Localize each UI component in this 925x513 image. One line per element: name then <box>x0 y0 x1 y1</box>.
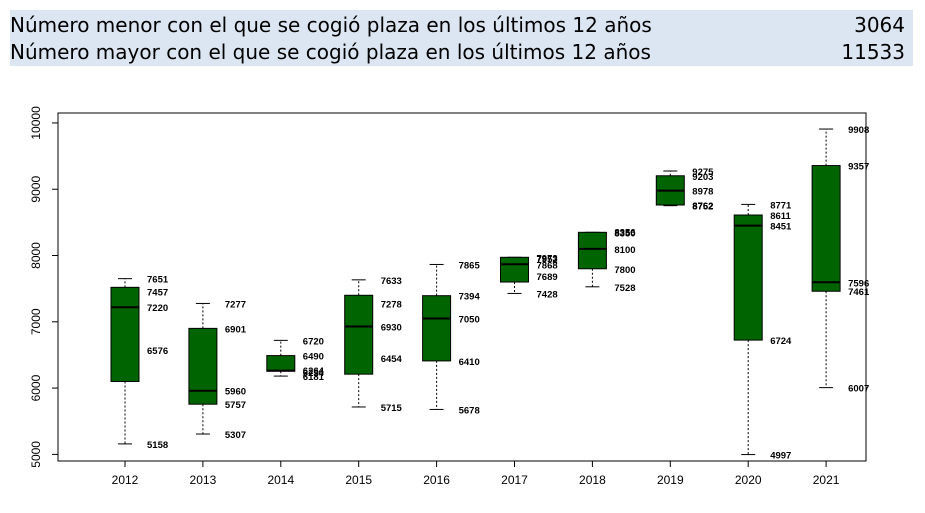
x-tick-label: 2016 <box>423 473 450 487</box>
value-label: 7973 <box>537 253 558 264</box>
value-label: 7865 <box>459 260 481 271</box>
max-value: 11533 <box>841 40 905 64</box>
value-label: 4997 <box>770 451 791 462</box>
value-label: 8752 <box>692 202 713 213</box>
x-tick-label: 2021 <box>813 473 840 487</box>
value-label: 9275 <box>692 167 714 178</box>
x-tick-label: 2019 <box>657 473 684 487</box>
summary-panel: Número menor con el que se cogió plaza e… <box>10 10 913 66</box>
y-tick-label: 9000 <box>29 176 43 203</box>
plot-frame <box>57 112 867 462</box>
box-2014 <box>266 355 296 372</box>
box-2015 <box>344 294 374 375</box>
value-label: 9908 <box>848 125 869 136</box>
value-label: 8100 <box>614 245 635 256</box>
boxplot-chart: 5000 6000 7000 8000 9000 10000 2012 2013 2014 201… <box>29 106 870 487</box>
value-label: 5757 <box>225 400 246 411</box>
x-tick-label: 2015 <box>345 473 372 487</box>
max-label: Número mayor con el que se cogió plaza e… <box>10 40 651 64</box>
x-tick-label: 2013 <box>190 473 217 487</box>
value-label: 5715 <box>381 403 403 414</box>
value-label: 5307 <box>225 430 246 441</box>
box-2021 <box>811 165 841 292</box>
value-label: 9357 <box>848 162 869 173</box>
value-label: 7952 <box>537 255 558 266</box>
min-value: 3064 <box>854 13 905 37</box>
y-tick-label: 7000 <box>29 308 43 335</box>
value-label: 6490 <box>303 352 324 363</box>
value-label: 7461 <box>848 287 870 298</box>
value-label: 7457 <box>147 288 168 299</box>
box-2018 <box>577 231 607 270</box>
value-label: 7050 <box>459 314 480 325</box>
value-label: 5960 <box>225 387 246 398</box>
x-tick-label: 2014 <box>267 473 294 487</box>
summary-row-min: Número menor con el que se cogió plaza e… <box>10 12 913 38</box>
box-2012 <box>110 286 140 382</box>
value-label: 6901 <box>225 324 247 335</box>
box-2020 <box>733 214 763 341</box>
value-label: 6410 <box>459 357 480 368</box>
value-label: 6254 <box>303 368 325 379</box>
value-label: 7689 <box>537 272 558 283</box>
value-label: 7868 <box>537 260 558 271</box>
x-tick-label: 2012 <box>112 473 139 487</box>
value-label: 7596 <box>848 278 869 289</box>
summary-row-max: Número mayor con el que se cogió plaza e… <box>10 39 913 65</box>
box-2017 <box>500 256 529 283</box>
value-label: 5158 <box>147 440 168 451</box>
y-tick-label: 5000 <box>29 441 43 468</box>
value-label: 6720 <box>303 336 324 347</box>
value-label: 6181 <box>303 372 325 383</box>
value-label: 6724 <box>770 336 792 347</box>
value-label: 7651 <box>147 275 169 286</box>
value-label: 8356 <box>614 228 635 239</box>
value-label: 9203 <box>692 172 713 183</box>
value-label: 6930 <box>381 322 402 333</box>
value-label: 8978 <box>692 187 713 198</box>
value-label: 6576 <box>147 346 168 357</box>
value-label: 8350 <box>614 228 635 239</box>
value-label: 8611 <box>770 211 791 222</box>
x-tick-label: 2017 <box>501 473 528 487</box>
value-label: 8451 <box>770 222 792 233</box>
value-label: 7800 <box>614 265 635 276</box>
value-label: 5678 <box>459 405 480 416</box>
value-label: 8771 <box>770 200 792 211</box>
value-label: 8762 <box>692 201 713 212</box>
value-label: 7278 <box>381 299 402 310</box>
x-tick-label: 2018 <box>579 473 606 487</box>
x-tick-label: 2020 <box>735 473 762 487</box>
min-label: Número menor con el que se cogió plaza e… <box>10 13 652 37</box>
value-label: 6007 <box>848 384 869 395</box>
y-tick-label: 6000 <box>29 374 43 401</box>
value-label: 7394 <box>459 292 481 303</box>
box-2013 <box>188 327 218 405</box>
value-label: 6454 <box>381 354 403 365</box>
value-label: 6264 <box>303 366 325 377</box>
value-label: 7428 <box>537 289 558 300</box>
value-label: 7528 <box>614 283 635 294</box>
value-label: 7633 <box>381 276 402 287</box>
box-2016 <box>422 295 452 362</box>
y-tick-label: 8000 <box>29 242 43 269</box>
y-tick-label: 10000 <box>29 106 43 140</box>
value-label: 7220 <box>147 303 168 314</box>
value-label: 7277 <box>225 299 246 310</box>
